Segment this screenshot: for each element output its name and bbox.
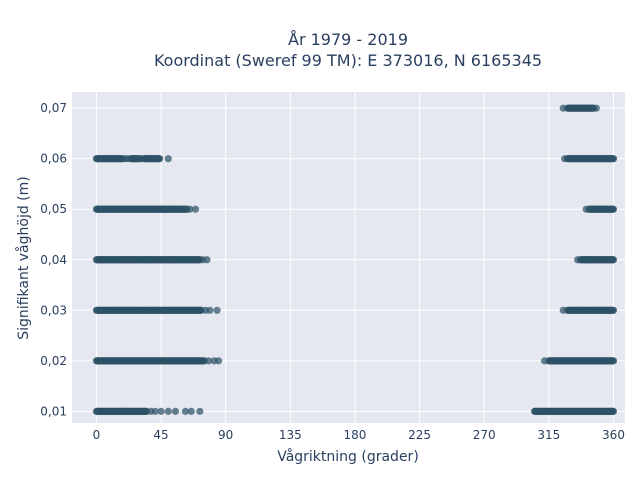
- data-point: [157, 407, 165, 415]
- data-point: [181, 407, 190, 415]
- data-point: [164, 407, 172, 415]
- data-point: [540, 357, 549, 365]
- data-point: [124, 155, 132, 163]
- data-point: [609, 205, 618, 213]
- data-point: [609, 155, 618, 163]
- x-tick-label: 225: [408, 428, 431, 442]
- x-tick-label: 90: [218, 428, 233, 442]
- chart-title-line-2: Koordinat (Sweref 99 TM): E 373016, N 61…: [154, 51, 542, 70]
- data-point: [609, 306, 618, 314]
- x-tick-label: 0: [93, 428, 101, 442]
- data-point: [186, 205, 194, 213]
- y-tick-label: 0,02: [40, 354, 67, 368]
- data-point: [574, 256, 582, 264]
- chart-title-line-1: År 1979 - 2019: [288, 30, 408, 49]
- data-point: [196, 407, 204, 415]
- data-point: [191, 205, 200, 213]
- data-point: [559, 306, 567, 314]
- y-tick-label: 0,04: [40, 253, 67, 267]
- data-point: [204, 357, 213, 365]
- x-tick-label: 180: [344, 428, 367, 442]
- y-tick-label: 0,06: [40, 152, 67, 166]
- x-axis-title: Vågriktning (grader): [277, 448, 419, 465]
- data-point: [609, 256, 618, 264]
- y-tick-label: 0,07: [40, 101, 67, 115]
- y-tick-label: 0,01: [40, 404, 67, 418]
- data-point: [206, 306, 214, 314]
- data-points: [92, 104, 618, 415]
- x-tick-label: 45: [153, 428, 168, 442]
- data-point: [187, 407, 195, 415]
- data-point: [609, 407, 618, 415]
- data-point: [582, 205, 590, 213]
- data-point: [203, 256, 211, 264]
- data-point: [171, 407, 180, 415]
- y-tick-label: 0,03: [40, 303, 67, 317]
- data-point: [609, 357, 618, 365]
- data-point: [559, 104, 567, 112]
- y-axis-ticks: 0,01 0,02 0,03 0,04 0,05 0,06 0,07: [40, 101, 67, 418]
- data-point: [156, 155, 164, 163]
- data-point: [592, 104, 600, 112]
- x-tick-label: 270: [473, 428, 496, 442]
- y-tick-label: 0,05: [40, 202, 67, 216]
- x-tick-label: 315: [537, 428, 560, 442]
- data-point: [164, 155, 172, 163]
- data-point: [213, 306, 221, 314]
- x-tick-label: 360: [602, 428, 625, 442]
- x-axis-ticks: 0 45 90 135 180 225 270 315 360: [93, 428, 625, 442]
- data-point: [214, 357, 223, 365]
- x-tick-label: 135: [279, 428, 302, 442]
- y-axis-title: Signifikant våghöjd (m): [15, 176, 32, 339]
- data-point: [151, 407, 159, 415]
- data-point: [137, 155, 145, 163]
- data-point: [561, 155, 569, 163]
